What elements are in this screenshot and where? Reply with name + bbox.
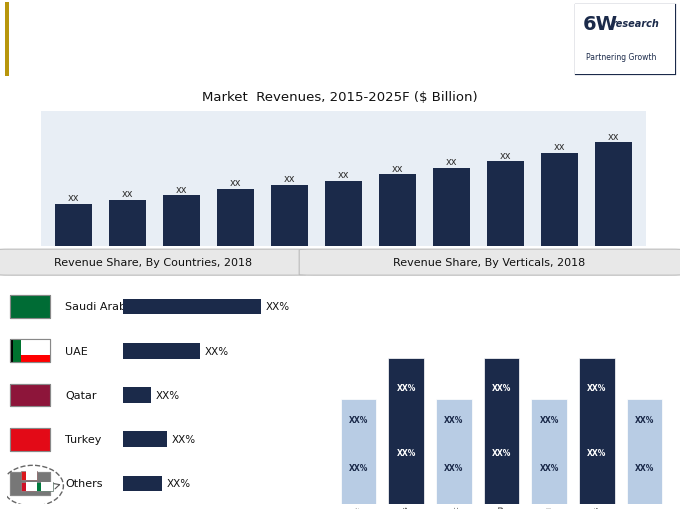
Bar xyxy=(36,483,53,492)
Bar xyxy=(123,343,200,359)
Text: xx: xx xyxy=(284,174,295,184)
Text: xx: xx xyxy=(500,151,511,160)
Bar xyxy=(123,299,261,315)
Bar xyxy=(10,340,50,362)
Bar xyxy=(10,340,21,362)
Text: XX%: XX% xyxy=(444,415,464,425)
FancyBboxPatch shape xyxy=(299,249,680,276)
Bar xyxy=(541,154,578,247)
Text: Market  Revenues, 2015-2025F ($ Billion): Market Revenues, 2015-2025F ($ Billion) xyxy=(202,91,478,104)
Bar xyxy=(21,355,50,362)
Bar xyxy=(10,296,50,318)
Bar xyxy=(487,162,524,247)
Text: Revenue Share, By Countries, 2018: Revenue Share, By Countries, 2018 xyxy=(54,257,252,267)
Text: XX%: XX% xyxy=(539,415,559,425)
Bar xyxy=(20,471,37,480)
FancyBboxPatch shape xyxy=(0,249,306,276)
Text: Others: Others xyxy=(65,478,103,489)
Bar xyxy=(217,190,254,247)
Text: XX%: XX% xyxy=(635,463,654,472)
Bar xyxy=(627,399,662,504)
Bar xyxy=(10,340,13,362)
Text: 6W: 6W xyxy=(583,14,618,34)
Bar xyxy=(26,483,37,492)
Bar xyxy=(325,181,362,247)
Text: XX%: XX% xyxy=(205,346,229,356)
Text: XX%: XX% xyxy=(349,463,368,472)
FancyBboxPatch shape xyxy=(573,3,677,77)
Bar xyxy=(579,358,615,504)
Bar xyxy=(26,471,37,480)
Text: XX%: XX% xyxy=(539,463,559,472)
Text: XX%: XX% xyxy=(155,390,180,400)
Text: xx: xx xyxy=(608,131,619,142)
Bar xyxy=(271,185,308,247)
Text: XX%: XX% xyxy=(588,448,607,458)
Text: UAE: UAE xyxy=(65,346,88,356)
FancyBboxPatch shape xyxy=(575,5,675,75)
Bar xyxy=(10,296,50,318)
Text: Qatar: Qatar xyxy=(65,390,97,400)
Bar xyxy=(109,200,146,247)
Bar xyxy=(379,175,415,247)
Text: xx: xx xyxy=(175,184,187,194)
Text: XX%: XX% xyxy=(492,448,511,458)
Bar xyxy=(123,475,162,492)
Bar xyxy=(10,296,50,318)
Bar xyxy=(595,143,632,247)
Text: xx: xx xyxy=(122,189,133,199)
Bar xyxy=(10,472,50,495)
Text: XX%: XX% xyxy=(172,434,196,444)
Text: xx: xx xyxy=(67,193,79,203)
Text: XX%: XX% xyxy=(635,415,654,425)
Text: xx: xx xyxy=(338,169,349,180)
Bar xyxy=(10,428,50,450)
Bar xyxy=(10,340,50,362)
Bar xyxy=(10,472,50,495)
Bar xyxy=(123,432,167,447)
Text: Partnering Growth: Partnering Growth xyxy=(586,53,656,62)
Bar xyxy=(21,340,50,355)
Text: XX%: XX% xyxy=(265,302,290,312)
Bar xyxy=(10,384,50,407)
Text: Revenue Share, By Verticals, 2018: Revenue Share, By Verticals, 2018 xyxy=(394,257,585,267)
Bar xyxy=(436,399,472,504)
Text: XX%: XX% xyxy=(349,415,368,425)
Text: xx: xx xyxy=(392,163,403,173)
Bar xyxy=(163,196,200,247)
Bar xyxy=(341,399,376,504)
Bar xyxy=(388,358,424,504)
Bar xyxy=(10,472,50,495)
Bar xyxy=(10,384,50,407)
Text: XX%: XX% xyxy=(588,383,607,392)
Text: XX%: XX% xyxy=(166,478,190,489)
Text: xx: xx xyxy=(445,157,457,167)
Bar xyxy=(433,168,470,247)
Text: xx: xx xyxy=(554,142,565,152)
Bar xyxy=(10,384,50,407)
Text: Saudi Arabia: Saudi Arabia xyxy=(65,302,136,312)
Text: XX%: XX% xyxy=(396,448,415,458)
Bar xyxy=(41,483,53,492)
Bar xyxy=(10,428,50,450)
Text: XX%: XX% xyxy=(444,463,464,472)
Bar xyxy=(123,387,151,403)
Text: XX%: XX% xyxy=(492,383,511,392)
Text: XX%: XX% xyxy=(396,383,415,392)
Text: xx: xx xyxy=(230,178,241,188)
Bar xyxy=(5,3,9,77)
Text: Middle East Industrial Automation Market Overview: Middle East Industrial Automation Market… xyxy=(17,29,564,48)
Text: Turkey: Turkey xyxy=(65,434,101,444)
Bar xyxy=(531,399,567,504)
Bar xyxy=(483,358,520,504)
Text: research: research xyxy=(612,19,660,29)
Bar xyxy=(10,428,50,450)
Bar xyxy=(55,205,92,247)
Bar xyxy=(20,483,37,492)
